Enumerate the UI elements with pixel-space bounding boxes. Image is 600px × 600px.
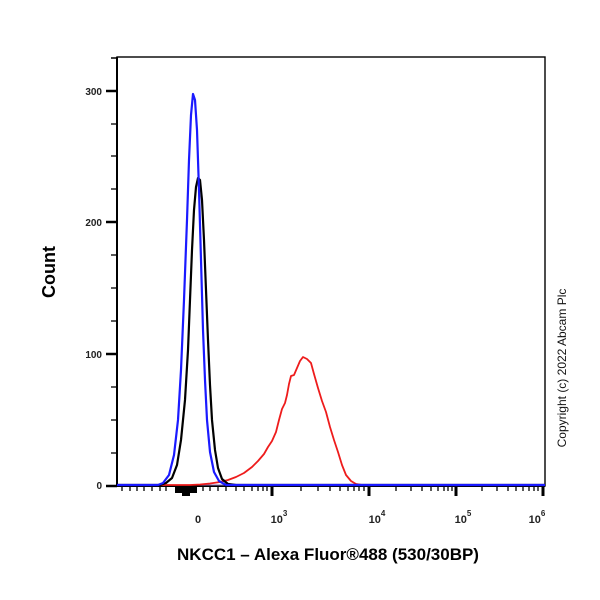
series-nkcc1-red-curve: [117, 356, 545, 486]
x-tick-label-1e5: 105: [455, 509, 472, 526]
y-tick-label-100: 100: [85, 350, 102, 361]
x-axis-label: NKCC1 – Alexa Fluor®488 (530/30BP): [177, 545, 479, 564]
x-tick-label-1e6: 106: [529, 509, 546, 526]
x-tick-label-1e3: 103: [271, 509, 288, 526]
series-control-black-curve: [117, 176, 545, 487]
y-tick-label-0: 0: [96, 481, 102, 492]
plot-frame: [116, 56, 546, 487]
y-axis-ticks: [106, 57, 117, 488]
y-axis-label: Count: [39, 246, 59, 298]
x-tick-label-1e4: 104: [369, 509, 386, 526]
copyright-notice: Copyright (c) 2022 Abcam Plc: [555, 289, 569, 448]
series-unstained-blue-curve: [117, 92, 545, 487]
y-tick-label-300: 300: [85, 87, 102, 98]
x-tick-label-0: 0: [195, 514, 201, 526]
y-tick-label-200: 200: [85, 218, 102, 229]
x-axis-ticks: [121, 486, 545, 496]
